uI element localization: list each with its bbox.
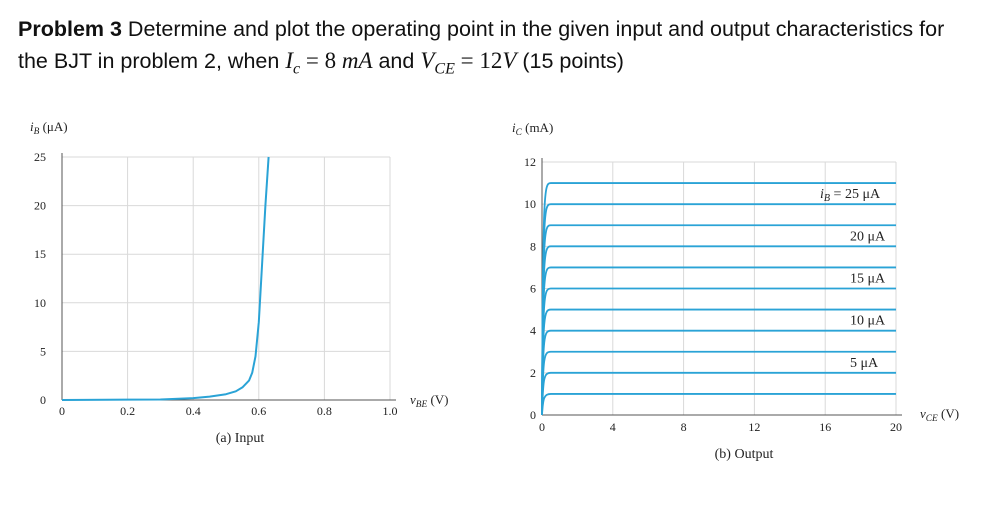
output-y-axis-label: iC (mA) [512, 120, 553, 138]
output-curve [541, 350, 896, 416]
input-x-tick-label: 0.4 [186, 404, 201, 418]
ic-symbol: Ic [285, 48, 301, 78]
output-y-tick-label: 0 [530, 408, 536, 422]
output-curve-label: 5 μA [850, 356, 879, 371]
input-y-tick-label: 15 [34, 247, 46, 261]
output-y-tick-label: 12 [524, 155, 536, 169]
ic-unit: mA [341, 48, 373, 73]
points-text: (15 points) [516, 49, 624, 73]
output-x-tick-label: 0 [539, 420, 545, 434]
output-x-tick-label: 20 [890, 420, 902, 434]
input-x-tick-label: 0 [59, 404, 65, 418]
output-curve [541, 182, 896, 416]
input-y-tick-label: 0 [40, 393, 46, 407]
output-y-tick-label: 2 [530, 366, 536, 380]
input-x-tick-label: 0.6 [251, 404, 266, 418]
output-curve [541, 393, 896, 416]
input-x-tick-label: 0.8 [317, 404, 332, 418]
output-y-tick-label: 4 [530, 324, 536, 338]
vce-symbol: VCE [420, 48, 455, 78]
output-curve-label: 15 μA [850, 272, 886, 287]
output-curve-label: 10 μA [850, 314, 886, 329]
input-y-axis-label: iB (μA) [30, 119, 68, 137]
output-y-tick-label: 6 [530, 282, 536, 296]
output-curve-label: iB = 25 μA [820, 187, 881, 204]
output-x-tick-label: 16 [819, 420, 831, 434]
output-y-tick-label: 8 [530, 239, 536, 253]
input-x-tick-label: 1.0 [383, 404, 398, 418]
problem-statement: Problem 3 Determine and plot the operati… [18, 14, 978, 85]
input-caption: (a) Input [216, 431, 265, 446]
output-x-tick-label: 8 [681, 420, 687, 434]
output-curve-label: 20 μA [850, 229, 886, 244]
output-curve [541, 224, 896, 416]
vce-unit: V [502, 48, 517, 73]
output-x-tick-label: 4 [610, 420, 616, 434]
input-y-tick-label: 20 [34, 199, 46, 213]
output-caption: (b) Output [715, 447, 774, 462]
output-curve [541, 266, 896, 416]
input-y-tick-label: 5 [40, 344, 46, 358]
vce-equals: = 12 [454, 48, 503, 73]
problem-text: Determine and plot the operating point i… [18, 17, 945, 73]
output-x-axis-label: vCE (V) [920, 406, 959, 424]
output-x-tick-label: 12 [748, 420, 760, 434]
input-y-tick-label: 10 [34, 296, 46, 310]
input-curve [61, 156, 270, 401]
and-text: and [372, 49, 421, 73]
problem-label: Problem 3 [18, 17, 122, 41]
output-y-tick-label: 10 [524, 197, 536, 211]
input-x-axis-label: vBE (V) [410, 392, 449, 410]
input-y-tick-label: 25 [34, 150, 46, 164]
input-x-tick-label: 0.2 [120, 404, 135, 418]
ic-equals: = 8 [300, 48, 342, 73]
output-curve [541, 308, 896, 416]
